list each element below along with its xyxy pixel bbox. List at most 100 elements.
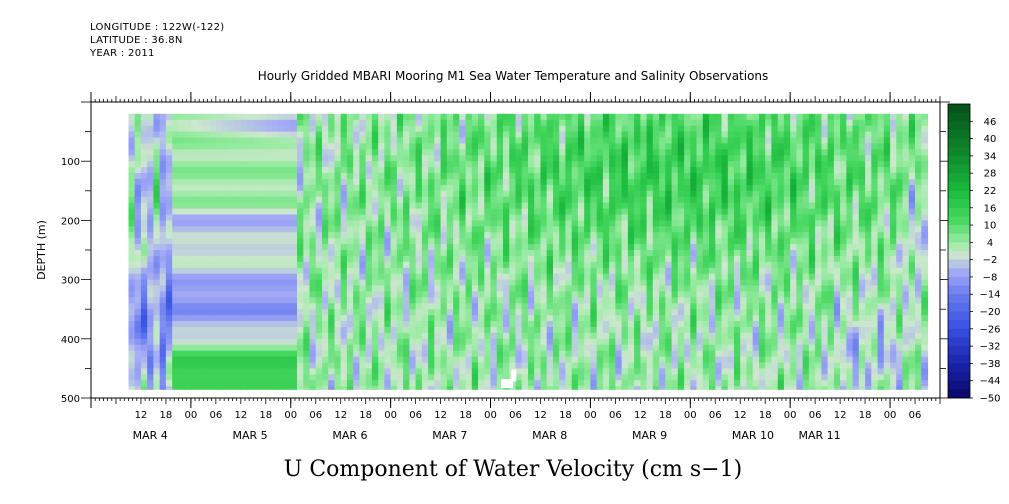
heatmap-cell (190, 303, 198, 310)
heatmap-cell (584, 338, 591, 346)
heatmap-cell (365, 285, 373, 292)
heatmap-cell (297, 214, 304, 221)
heatmap-cell (147, 291, 154, 298)
heatmap-cell (453, 350, 460, 358)
heatmap-cell (615, 131, 623, 139)
heatmap-cell (222, 321, 229, 328)
heatmap-cell (428, 368, 435, 375)
heatmap-cell (484, 113, 492, 121)
heatmap-cell (484, 380, 492, 387)
heatmap-cell (577, 332, 585, 340)
heatmap-cell (609, 374, 616, 381)
heatmap-cell (671, 125, 679, 133)
heatmap-cell (278, 261, 286, 269)
heatmap-cell (278, 285, 286, 292)
heatmap-cell (734, 202, 741, 210)
heatmap-cell (334, 297, 342, 304)
heatmap-cell (496, 125, 504, 133)
heatmap-cell (777, 208, 785, 216)
heatmap-cell (253, 279, 261, 287)
heatmap-cell (740, 155, 747, 162)
heatmap-cell (684, 184, 691, 192)
heatmap-cell (147, 232, 154, 239)
heatmap-cell (272, 184, 279, 192)
heatmap-cell (234, 285, 242, 292)
heatmap-cell (284, 208, 292, 216)
heatmap-cell (471, 179, 479, 186)
heatmap-cell (453, 113, 460, 121)
heatmap-cell (777, 321, 785, 328)
heatmap-cell (290, 238, 298, 245)
heatmap-cell (197, 238, 204, 245)
heatmap-cell (540, 214, 548, 221)
heatmap-cell (159, 321, 167, 328)
heatmap-cell (159, 232, 167, 239)
heatmap-cell (240, 344, 248, 352)
heatmap-cell (128, 303, 136, 310)
heatmap-cell (515, 161, 523, 168)
heatmap-cell (172, 332, 179, 340)
heatmap-cell (459, 244, 467, 251)
heatmap-cell (590, 380, 598, 387)
heatmap-cell (234, 155, 242, 162)
heatmap-cell (409, 149, 417, 156)
heatmap-cell (571, 338, 579, 346)
heatmap-cell (783, 137, 791, 144)
heatmap-cell (484, 214, 492, 221)
heatmap-cell (559, 131, 566, 139)
heatmap-cell (659, 155, 666, 162)
heatmap-cell (446, 214, 454, 221)
heatmap-cell (284, 255, 292, 263)
heatmap-cell (646, 315, 654, 322)
heatmap-cell (465, 291, 473, 298)
heatmap-cell (284, 380, 292, 387)
heatmap-cell (615, 238, 623, 245)
heatmap-cell (602, 149, 610, 156)
heatmap-cell (153, 368, 161, 375)
heatmap-cell (777, 285, 785, 292)
heatmap-cell (278, 238, 286, 245)
heatmap-cell (346, 155, 354, 162)
heatmap-cell (759, 321, 766, 328)
heatmap-cell (534, 374, 541, 381)
heatmap-cell (634, 362, 641, 369)
heatmap-cell (428, 356, 435, 364)
heatmap-cell (390, 315, 398, 322)
heatmap-cell (503, 273, 510, 281)
heatmap-cell (440, 220, 448, 227)
heatmap-cell (222, 267, 229, 275)
heatmap-cell (378, 155, 385, 162)
heatmap-cell (534, 143, 541, 150)
heatmap-cell (646, 297, 654, 304)
heatmap-cell (584, 374, 591, 381)
heatmap-cell (172, 297, 179, 304)
heatmap-cell (777, 149, 785, 156)
heatmap-cell (609, 202, 616, 210)
heatmap-cell (178, 125, 186, 133)
heatmap-cell (253, 113, 261, 121)
heatmap-cell (328, 297, 335, 304)
heatmap-cell (746, 196, 754, 204)
heatmap-cell (484, 184, 492, 192)
heatmap-cell (478, 244, 485, 251)
heatmap-cell (783, 327, 791, 334)
heatmap-cell (453, 315, 460, 322)
heatmap-cell (621, 297, 629, 304)
heatmap-cell (346, 386, 354, 390)
heatmap-cell (546, 202, 554, 210)
heatmap-cell (228, 303, 236, 310)
heatmap-cell (247, 232, 254, 239)
heatmap-cell (371, 279, 379, 287)
heatmap-cell (665, 113, 673, 121)
heatmap-cell (134, 285, 142, 292)
heatmap-cell (671, 232, 679, 239)
heatmap-cell (371, 327, 379, 334)
heatmap-cell (652, 196, 660, 204)
heatmap-cell (727, 309, 735, 316)
heatmap-cell (621, 155, 629, 162)
heatmap-cell (184, 167, 192, 174)
heatmap-cell (702, 356, 710, 364)
heatmap-cell (396, 137, 404, 144)
heatmap-cell (303, 303, 311, 310)
heatmap-cell (259, 149, 267, 156)
